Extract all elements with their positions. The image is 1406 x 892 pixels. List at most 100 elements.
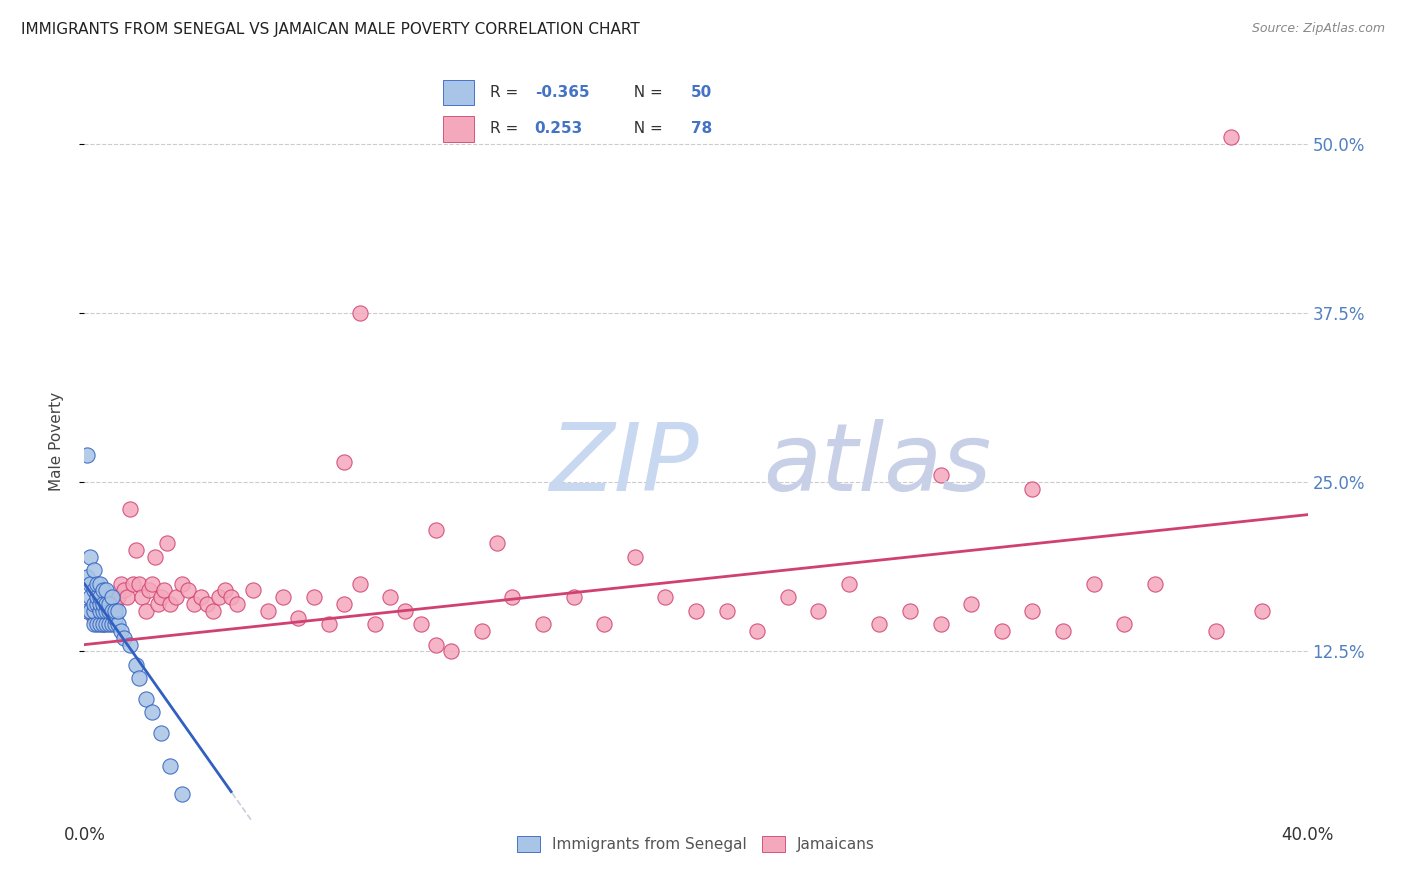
Point bbox=[1114, 617, 1136, 632]
Point bbox=[91, 583, 114, 598]
Point bbox=[349, 306, 371, 320]
Point bbox=[91, 597, 114, 611]
Point bbox=[125, 657, 148, 672]
Point bbox=[76, 604, 98, 618]
Point bbox=[177, 583, 200, 598]
Point bbox=[287, 610, 309, 624]
Point bbox=[101, 617, 124, 632]
Point bbox=[94, 604, 117, 618]
Point bbox=[141, 576, 163, 591]
Point bbox=[146, 597, 169, 611]
Point bbox=[101, 591, 124, 605]
Point bbox=[1143, 576, 1166, 591]
Point bbox=[1205, 624, 1227, 639]
Point bbox=[97, 591, 120, 605]
Point bbox=[128, 672, 150, 686]
Point bbox=[107, 617, 129, 632]
Point bbox=[302, 591, 325, 605]
Point bbox=[97, 617, 120, 632]
Point bbox=[531, 617, 554, 632]
Point bbox=[89, 604, 111, 618]
Point bbox=[1021, 482, 1043, 496]
Point bbox=[89, 591, 111, 605]
Point bbox=[83, 563, 105, 577]
Point bbox=[929, 468, 952, 483]
Point bbox=[1220, 129, 1243, 144]
Point bbox=[143, 549, 166, 564]
Point bbox=[107, 604, 129, 618]
Point bbox=[89, 597, 111, 611]
Point bbox=[104, 617, 127, 632]
Point bbox=[86, 597, 108, 611]
Text: IMMIGRANTS FROM SENEGAL VS JAMAICAN MALE POVERTY CORRELATION CHART: IMMIGRANTS FROM SENEGAL VS JAMAICAN MALE… bbox=[21, 22, 640, 37]
Point bbox=[83, 610, 105, 624]
Point bbox=[1052, 624, 1074, 639]
Point bbox=[76, 448, 98, 462]
Point bbox=[409, 617, 432, 632]
Point bbox=[747, 624, 769, 639]
Point bbox=[257, 604, 280, 618]
Point bbox=[425, 638, 447, 652]
Point bbox=[776, 591, 799, 605]
Point bbox=[929, 617, 952, 632]
Point bbox=[79, 604, 101, 618]
Point bbox=[960, 597, 983, 611]
Point bbox=[89, 617, 111, 632]
Point bbox=[898, 604, 921, 618]
Point bbox=[125, 542, 148, 557]
Point bbox=[86, 591, 108, 605]
Point bbox=[471, 624, 494, 639]
Point bbox=[112, 583, 135, 598]
Point bbox=[122, 576, 145, 591]
Point bbox=[869, 617, 891, 632]
Point bbox=[685, 604, 707, 618]
Point bbox=[97, 597, 120, 611]
Point bbox=[156, 536, 179, 550]
Point bbox=[79, 576, 101, 591]
Point bbox=[89, 597, 111, 611]
Point bbox=[172, 787, 194, 801]
Point bbox=[219, 591, 242, 605]
Point bbox=[190, 591, 212, 605]
Point bbox=[94, 604, 117, 618]
Point bbox=[83, 583, 105, 598]
Point bbox=[838, 576, 860, 591]
Point bbox=[159, 597, 181, 611]
Point bbox=[104, 597, 127, 611]
Point bbox=[83, 604, 105, 618]
Point bbox=[135, 691, 157, 706]
Point bbox=[425, 523, 447, 537]
Point bbox=[94, 583, 117, 598]
Point bbox=[97, 604, 120, 618]
Point bbox=[91, 604, 114, 618]
Point bbox=[333, 597, 356, 611]
Point bbox=[94, 617, 117, 632]
Point bbox=[149, 591, 172, 605]
Point bbox=[208, 591, 231, 605]
Point bbox=[76, 570, 98, 584]
Text: ZIP: ZIP bbox=[550, 418, 699, 510]
Point bbox=[83, 597, 105, 611]
Point bbox=[165, 591, 187, 605]
Point bbox=[89, 576, 111, 591]
Text: Source: ZipAtlas.com: Source: ZipAtlas.com bbox=[1251, 22, 1385, 36]
Point bbox=[120, 502, 142, 516]
Point bbox=[364, 617, 387, 632]
Point bbox=[380, 591, 402, 605]
Point bbox=[333, 455, 356, 469]
Point bbox=[138, 583, 160, 598]
Point bbox=[86, 617, 108, 632]
Point bbox=[991, 624, 1014, 639]
Text: atlas: atlas bbox=[763, 418, 991, 510]
Point bbox=[101, 604, 124, 618]
Point bbox=[110, 624, 132, 639]
Point bbox=[807, 604, 830, 618]
Point bbox=[318, 617, 340, 632]
Point bbox=[149, 725, 172, 739]
Point bbox=[349, 576, 371, 591]
Point bbox=[1250, 604, 1272, 618]
Point bbox=[120, 638, 142, 652]
Point bbox=[79, 549, 101, 564]
Point bbox=[94, 597, 117, 611]
Point bbox=[1021, 604, 1043, 618]
